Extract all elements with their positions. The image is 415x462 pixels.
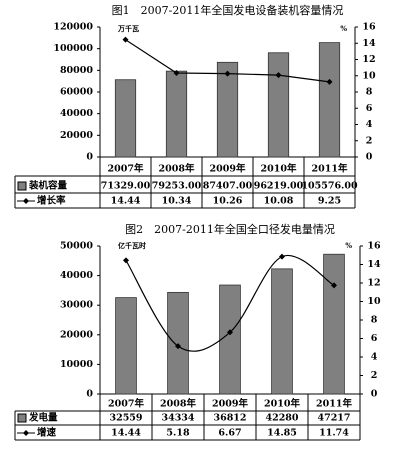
y-unit: 万千瓦: [117, 24, 139, 33]
y-tick-label: 40000: [60, 270, 93, 281]
y2-tick-label: 8: [371, 315, 378, 326]
legend-marker: [23, 198, 29, 204]
marker: [122, 36, 129, 43]
table-value: 42280: [265, 413, 298, 424]
x-tick-label: 2007年: [108, 163, 144, 175]
marker: [279, 253, 285, 260]
table-value: 9.25: [318, 196, 341, 207]
table-value: 6.67: [218, 428, 241, 439]
y2-tick-label: 0: [366, 152, 373, 163]
chart-title: 图2 2007-2011年全国全口径发电量情况: [125, 222, 335, 236]
y-tick-label: 0: [86, 389, 93, 400]
x-tick-label: 2011年: [316, 398, 352, 410]
bar: [323, 253, 345, 395]
x-tick-label: 2008年: [160, 398, 196, 410]
bar: [219, 284, 241, 395]
y-tick-label: 100000: [53, 43, 93, 54]
chart-title: 图1 2007-2011年全国发电设备装机容量情况: [112, 3, 344, 17]
y2-tick-label: 6: [371, 333, 378, 344]
legend-marker: [23, 430, 29, 436]
bar: [114, 79, 137, 158]
x-tick-label: 2009年: [212, 398, 248, 410]
y2-tick-label: 16: [362, 22, 376, 33]
x-tick-label: 2008年: [159, 163, 195, 175]
y2-tick-label: 4: [366, 119, 373, 130]
table-value: 34334: [161, 413, 194, 424]
x-tick-label: 2010年: [264, 398, 300, 410]
bar: [216, 61, 239, 158]
marker: [227, 329, 233, 336]
table-value: 71329.00: [101, 181, 151, 192]
legend-label: 增速: [37, 427, 57, 439]
table-value: 36812: [213, 413, 246, 424]
y2-tick-label: 10: [362, 70, 376, 81]
x-tick-label: 2009年: [210, 163, 246, 175]
y2-tick-label: 0: [371, 389, 378, 400]
y2-tick-label: 14: [362, 38, 376, 49]
y2-tick-label: 10: [367, 296, 381, 307]
y2-unit: %: [340, 24, 347, 33]
marker: [224, 70, 231, 77]
y2-tick-label: 8: [366, 87, 373, 98]
table-value: 105576.00: [301, 181, 358, 192]
x-tick-label: 2010年: [261, 163, 297, 175]
y2-tick-label: 2: [366, 135, 373, 146]
y-tick-label: 60000: [60, 87, 93, 98]
marker: [123, 257, 129, 264]
x-tick-label: 2007年: [108, 398, 144, 410]
marker: [326, 78, 333, 85]
table-value: 96219.00: [254, 181, 304, 192]
table-value: 5.18: [166, 428, 190, 439]
y-tick-label: 30000: [60, 300, 93, 311]
legend-swatch: [17, 413, 27, 423]
table-value: 14.44: [111, 428, 141, 439]
table-value: 47217: [317, 413, 350, 424]
table-value: 79253.00: [152, 181, 202, 192]
marker: [331, 282, 337, 289]
bar: [267, 52, 290, 158]
table-value: 10.08: [264, 196, 294, 207]
y2-tick-label: 12: [362, 54, 375, 65]
y-tick-label: 20000: [60, 329, 93, 340]
table-value: 32559: [109, 413, 142, 424]
y-tick-label: 0: [86, 152, 93, 163]
table-value: 14.44: [111, 196, 141, 207]
y2-tick-label: 4: [371, 352, 378, 363]
y2-tick-label: 16: [367, 241, 381, 252]
bar: [165, 70, 188, 158]
y2-tick-label: 14: [367, 259, 381, 270]
y-tick-label: 120000: [53, 22, 93, 33]
marker: [175, 343, 181, 350]
table-value: 10.26: [213, 196, 243, 207]
legend-label: 增长率: [37, 195, 66, 207]
y2-tick-label: 6: [366, 103, 373, 114]
bar: [271, 268, 293, 395]
legend-swatch: [17, 181, 27, 191]
table-value: 10.34: [162, 196, 192, 207]
y2-tick-label: 12: [367, 278, 380, 289]
y2-tick-label: 2: [371, 370, 378, 381]
y-tick-label: 80000: [60, 65, 93, 76]
y-tick-label: 20000: [60, 130, 93, 141]
y2-unit: %: [345, 241, 352, 250]
y-tick-label: 50000: [60, 241, 93, 252]
marker: [173, 69, 180, 76]
y-unit: 亿千瓦时: [118, 241, 146, 250]
table-value: 11.74: [319, 428, 349, 439]
legend-label: 装机容量: [28, 180, 68, 192]
bar: [115, 297, 137, 395]
table-value: 14.85: [267, 428, 297, 439]
marker: [275, 72, 282, 79]
y-tick-label: 10000: [60, 359, 93, 370]
table-value: 87407.00: [203, 181, 253, 192]
x-tick-label: 2011年: [312, 163, 348, 175]
bar: [318, 42, 341, 158]
y-tick-label: 40000: [60, 108, 93, 119]
legend-label: 发电量: [28, 412, 58, 424]
